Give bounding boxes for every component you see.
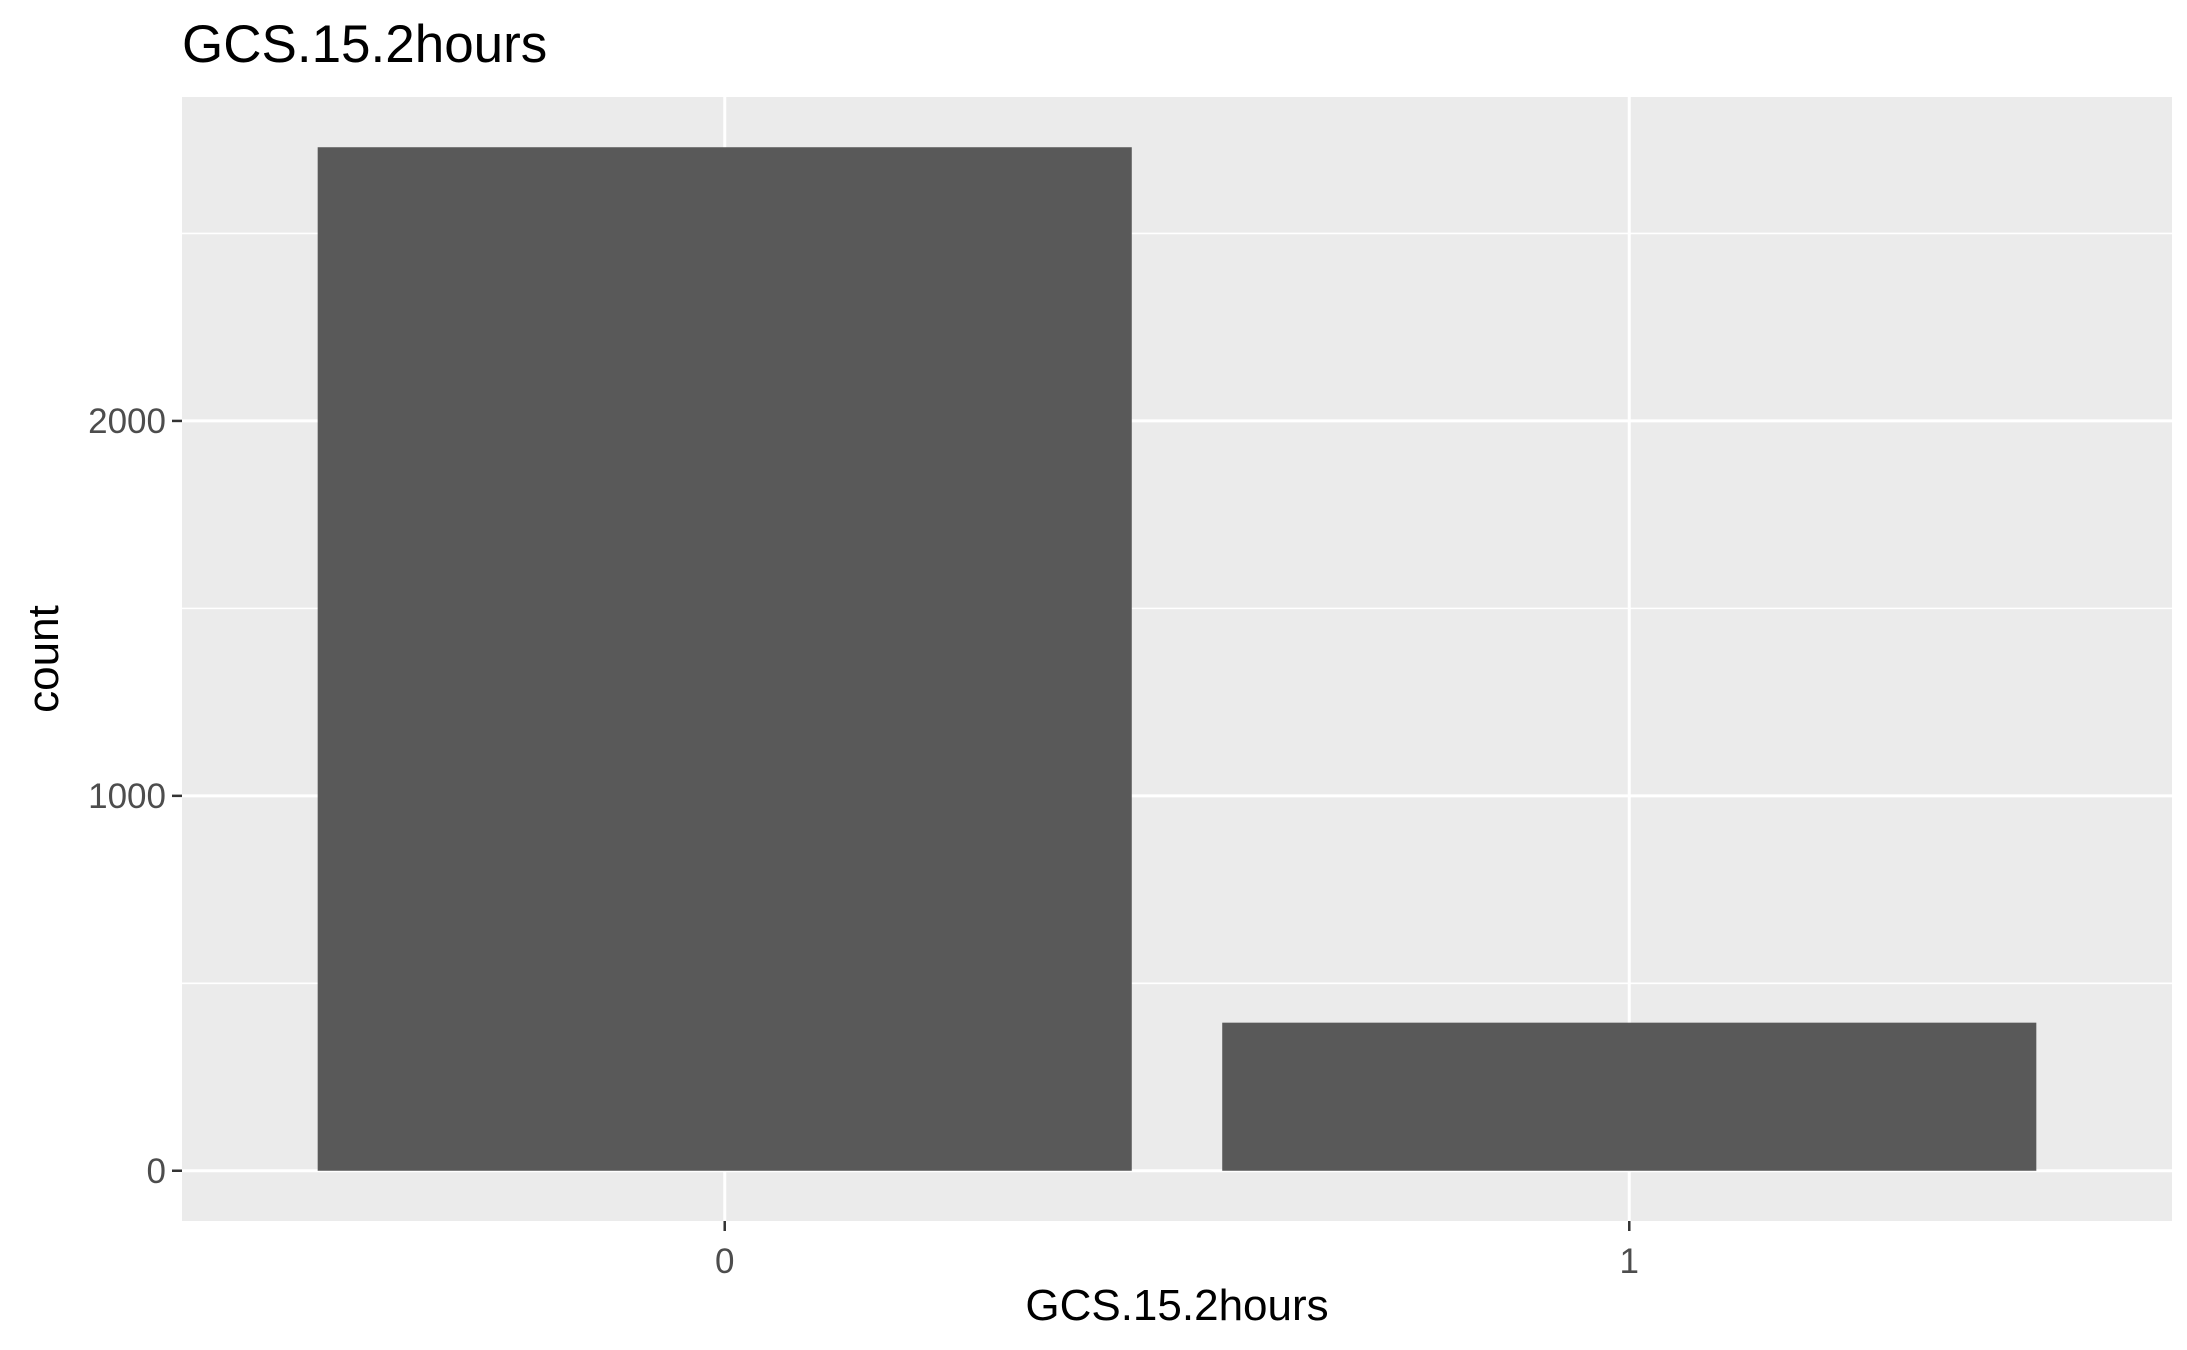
x-tick-label: 0	[715, 1242, 734, 1281]
y-tick-label: 2000	[88, 402, 166, 441]
y-axis: 0 1000 2000	[88, 402, 182, 1191]
bar-1	[1222, 1022, 2037, 1171]
x-axis-title: GCS.15.2hours	[1025, 1281, 1328, 1330]
bars	[317, 147, 2037, 1171]
y-axis-title: count	[19, 605, 68, 713]
y-tick-label: 1000	[88, 777, 166, 816]
y-tick-label: 0	[147, 1152, 166, 1191]
x-tick-label: 1	[1620, 1242, 1639, 1281]
bar-0	[317, 147, 1132, 1171]
chart-title: GCS.15.2hours	[182, 15, 547, 74]
